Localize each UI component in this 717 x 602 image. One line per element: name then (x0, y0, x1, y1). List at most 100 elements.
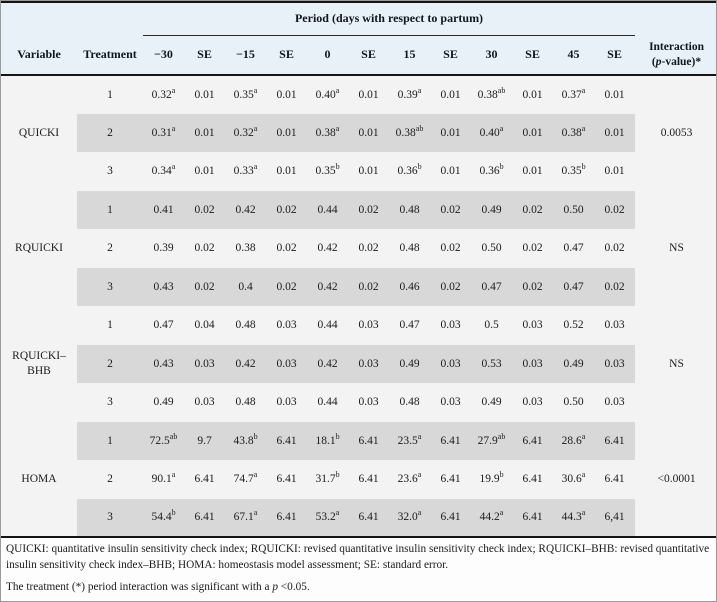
data-cell: 9.7 (184, 421, 225, 460)
data-cell: 0.50 (553, 383, 594, 422)
data-cell: 0.02 (266, 267, 307, 306)
data-cell: 0.01 (184, 75, 225, 114)
period-header-row: Period (days with respect to partum) (1, 2, 716, 36)
data-cell: 0.02 (512, 267, 553, 306)
table-row: 3 0.49 0.03 0.48 0.03 0.44 0.03 0.48 0.03 0.49 0.0… (1, 383, 716, 422)
treatment-value: 1 (77, 75, 143, 114)
data-cell: 0.01 (266, 75, 307, 114)
data-cell: 0.01 (594, 113, 636, 152)
data-cell: 30.6a (553, 460, 594, 499)
treatment-value: 1 (77, 306, 143, 345)
header-spacer-left (1, 2, 143, 35)
data-cell: 0.03 (266, 306, 307, 345)
data-cell: 0.48 (225, 306, 266, 345)
data-cell: 6.41 (594, 460, 636, 499)
data-cell: 32.0a (389, 498, 430, 537)
table-footnotes: QUICKI: quantitative insulin sensitivity… (1, 538, 716, 596)
data-cell: 90.1a (143, 460, 184, 499)
table-row: 3 0.34a 0.01 0.33a 0.01 0.35b 0.01 0.36b 0.01 0.3… (1, 152, 716, 191)
data-cell: 0.02 (266, 190, 307, 229)
data-cell: 74.7a (225, 460, 266, 499)
data-cell: 0.01 (184, 152, 225, 191)
column-header-row: Variable Treatment −30 SE −15 SE 0 SE 15 SE 30 SE… (1, 35, 716, 76)
column-header-period: SE (348, 35, 389, 76)
abbreviations-note: QUICKI: quantitative insulin sensitivity… (6, 543, 710, 571)
data-cell: 0.38a (307, 113, 348, 152)
data-cell: 6.41 (184, 460, 225, 499)
data-cell: 0.38ab (389, 113, 430, 152)
data-cell: 0.02 (184, 190, 225, 229)
data-cell: 0.02 (184, 229, 225, 268)
data-cell: 0.47 (553, 229, 594, 268)
data-cell: 0.03 (184, 383, 225, 422)
data-cell: 0.49 (389, 344, 430, 383)
data-cell: 0.49 (553, 344, 594, 383)
data-cell: 0.44 (307, 190, 348, 229)
data-cell: 0.37a (553, 75, 594, 114)
data-cell: 19.9b (471, 460, 512, 499)
data-cell: 0.03 (430, 383, 471, 422)
data-cell: 0.39a (389, 75, 430, 114)
data-cell: 18.1b (307, 421, 348, 460)
data-cell: 0.02 (348, 229, 389, 268)
data-cell: 0.02 (512, 190, 553, 229)
data-cell: 0.02 (594, 190, 636, 229)
data-cell: 6,41 (594, 498, 636, 537)
data-cell: 0.40a (307, 75, 348, 114)
data-cell: 0.02 (594, 229, 636, 268)
variable-label: RQUICKI (1, 190, 77, 306)
data-cell: 0.03 (430, 306, 471, 345)
data-cell: 0.49 (471, 383, 512, 422)
data-cell: 0.03 (512, 344, 553, 383)
data-cell: 0.42 (307, 267, 348, 306)
data-cell: 0.47 (389, 306, 430, 345)
treatment-value: 3 (77, 498, 143, 537)
column-header-period: 45 (553, 35, 594, 76)
data-cell: 0.47 (471, 267, 512, 306)
data-cell: 43.8b (225, 421, 266, 460)
data-cell: 6.41 (348, 421, 389, 460)
data-cell: 0.49 (471, 190, 512, 229)
interaction-header-line2: (p-value)* (651, 55, 702, 68)
column-header-period: SE (266, 35, 307, 76)
data-cell: 0.02 (430, 190, 471, 229)
data-cell: 0.34a (143, 152, 184, 191)
data-cell: 0.01 (184, 113, 225, 152)
data-cell: 23.5a (389, 421, 430, 460)
data-cell: 0.03 (348, 306, 389, 345)
data-cell: 0.03 (512, 383, 553, 422)
data-cell: 0.44 (307, 306, 348, 345)
data-cell: 0.01 (430, 113, 471, 152)
data-cell: 0.48 (225, 383, 266, 422)
data-cell: 0.02 (594, 267, 636, 306)
data-cell: 0.01 (348, 75, 389, 114)
data-cell: 0.47 (143, 306, 184, 345)
data-cell: 6.41 (430, 460, 471, 499)
data-cell: 0.02 (430, 267, 471, 306)
data-cell: 0.01 (594, 75, 636, 114)
data-cell: 6.41 (512, 460, 553, 499)
table-body: QUICKI 1 0.32a 0.01 0.35a 0.01 0.40a 0.01 0.39a 0… (1, 75, 716, 537)
data-cell: 0.38a (553, 113, 594, 152)
table-row: QUICKI 1 0.32a 0.01 0.35a 0.01 0.40a 0.01 0.39a 0… (1, 75, 716, 191)
data-cell: 0.49 (143, 383, 184, 422)
data-cell: 0.52 (553, 306, 594, 345)
data-cell: 0.38 (225, 229, 266, 268)
interaction-value: NS (635, 190, 716, 306)
data-cell: 0.01 (430, 152, 471, 191)
treatment-value: 2 (77, 460, 143, 499)
table-row: 2 0.31a 0.01 0.32a 0.01 0.38a 0.01 0.38ab 0.01 0.… (1, 113, 716, 152)
data-cell: 31.7b (307, 460, 348, 499)
column-header-period: SE (512, 35, 553, 76)
data-cell: 0.47 (553, 267, 594, 306)
treatment-value: 1 (77, 190, 143, 229)
treatment-value: 2 (77, 113, 143, 152)
data-cell: 0.03 (348, 344, 389, 383)
data-cell: 0.39 (143, 229, 184, 268)
data-cell: 44.3a (553, 498, 594, 537)
variable-label: QUICKI (1, 75, 77, 191)
data-cell: 0.50 (553, 190, 594, 229)
data-cell: 0.01 (512, 75, 553, 114)
data-cell: 0.53 (471, 344, 512, 383)
